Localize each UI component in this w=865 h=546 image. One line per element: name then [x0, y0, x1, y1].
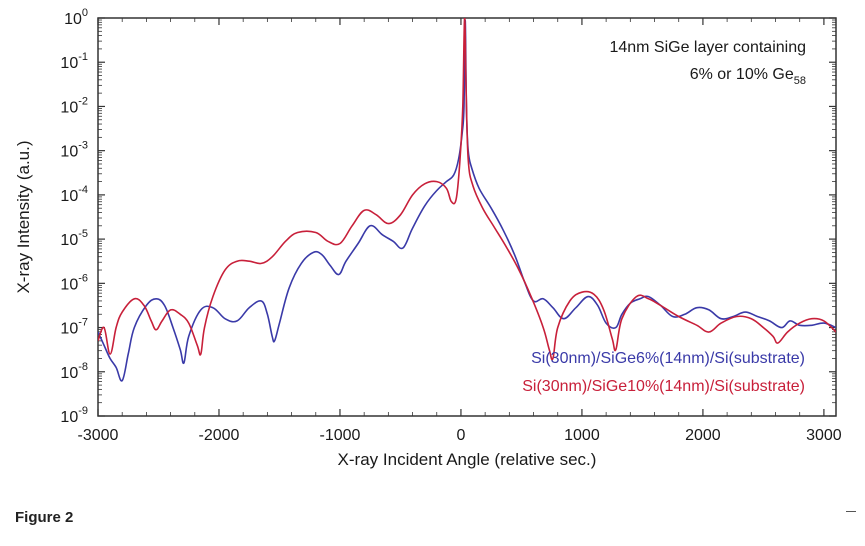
x-axis-ticks: -3000 -2000 -1000 0 1000 2000 3000 [78, 18, 842, 444]
series-line-sige-10-percent [98, 18, 836, 361]
y-tick-exponent: -1 [78, 51, 88, 63]
x-tick-label: 0 [456, 427, 465, 444]
annotation-subscript: 58 [794, 75, 806, 87]
y-tick-label: 10-3 [60, 140, 88, 161]
y-tick-exponent: -4 [78, 184, 88, 196]
x-tick-label: -3000 [78, 427, 119, 444]
y-tick-base: 10 [60, 232, 78, 249]
x-tick-label: 1000 [564, 427, 600, 444]
series-layer [98, 18, 836, 382]
y-tick-base: 10 [60, 99, 78, 116]
y-tick-label: 100 [64, 7, 88, 28]
y-tick-label: 10-2 [60, 95, 88, 116]
y-tick-base: 10 [60, 409, 78, 426]
annotation-line-1: 14nm SiGe layer containing [609, 39, 806, 56]
figure-caption: Figure 2 [15, 509, 74, 526]
y-tick-label: 10-8 [60, 361, 88, 382]
plot-frame [97, 17, 837, 417]
y-tick-base: 10 [60, 276, 78, 293]
y-tick-label: 10-7 [60, 317, 88, 338]
x-axis-title: X-ray Incident Angle (relative sec.) [338, 450, 597, 469]
y-tick-exponent: -6 [78, 272, 88, 284]
y-tick-exponent: -8 [78, 361, 88, 373]
y-tick-base: 10 [64, 11, 82, 28]
y-tick-base: 10 [60, 144, 78, 161]
legend-entry-10-percent: Si(30nm)/SiGe10%(14nm)/Si(substrate) [522, 378, 805, 395]
x-tick-label: 2000 [685, 427, 721, 444]
y-tick-exponent: -2 [78, 95, 88, 107]
y-tick-exponent: -9 [78, 405, 88, 417]
y-tick-base: 10 [60, 365, 78, 382]
x-tick-label: 3000 [806, 427, 842, 444]
y-tick-label: 10-4 [60, 184, 88, 205]
y-tick-exponent: -5 [78, 228, 88, 240]
y-tick-exponent: -7 [78, 317, 88, 329]
y-tick-base: 10 [60, 55, 78, 72]
y-tick-base: 10 [60, 188, 78, 205]
annotation-line-2: 6% or 10% Ge58 [690, 66, 806, 87]
y-tick-base: 10 [60, 321, 78, 338]
y-tick-exponent: -3 [78, 140, 88, 152]
x-tick-label: -2000 [199, 427, 240, 444]
y-tick-label: 10-6 [60, 272, 88, 293]
y-tick-label: 10-9 [60, 405, 88, 426]
annotation-ge-label: 6% or 10% Ge [690, 66, 794, 83]
y-tick-label: 10-1 [60, 51, 88, 72]
y-tick-exponent: 0 [82, 7, 88, 19]
corner-mark [846, 511, 856, 512]
legend-entry-6-percent: Si(30nm)/SiGe6%(14nm)/Si(substrate) [531, 350, 805, 367]
y-axis-title: X-ray Intensity (a.u.) [14, 140, 33, 293]
x-tick-label: -1000 [320, 427, 361, 444]
y-tick-label: 10-5 [60, 228, 88, 249]
